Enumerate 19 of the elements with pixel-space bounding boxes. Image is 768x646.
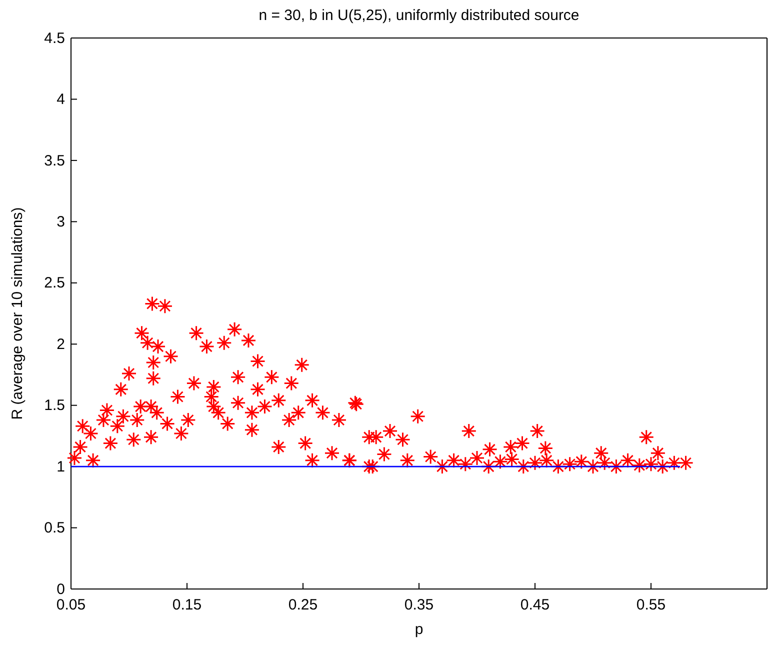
y-axis-title: R (average over 10 simulations) (9, 207, 26, 420)
x-tick-label: 0.15 (172, 596, 202, 614)
x-tick-label: 0.25 (288, 596, 318, 614)
y-tick-label: 1.5 (44, 397, 65, 414)
x-tick-label: 0.35 (404, 596, 434, 614)
x-tick-label: 0.05 (56, 596, 86, 614)
y-tick-label: 3 (56, 213, 65, 230)
x-tick-label: 0.45 (520, 596, 550, 614)
y-tick-label: 2 (56, 336, 65, 353)
y-tick-label: 4.5 (44, 30, 65, 47)
y-tick-label: 2.5 (44, 274, 65, 292)
y-tick-label: 0 (56, 580, 65, 598)
y-tick-label: 0.5 (44, 520, 65, 537)
y-tick-label: 3.5 (44, 152, 65, 170)
chart-title: n = 30, b in U(5,25), uniformly distributed source (258, 7, 580, 24)
x-tick-label: 0.55 (636, 596, 666, 614)
y-tick-label: 4 (56, 91, 65, 108)
x-axis-title: p (414, 621, 424, 638)
y-tick-label: 1 (56, 458, 65, 476)
